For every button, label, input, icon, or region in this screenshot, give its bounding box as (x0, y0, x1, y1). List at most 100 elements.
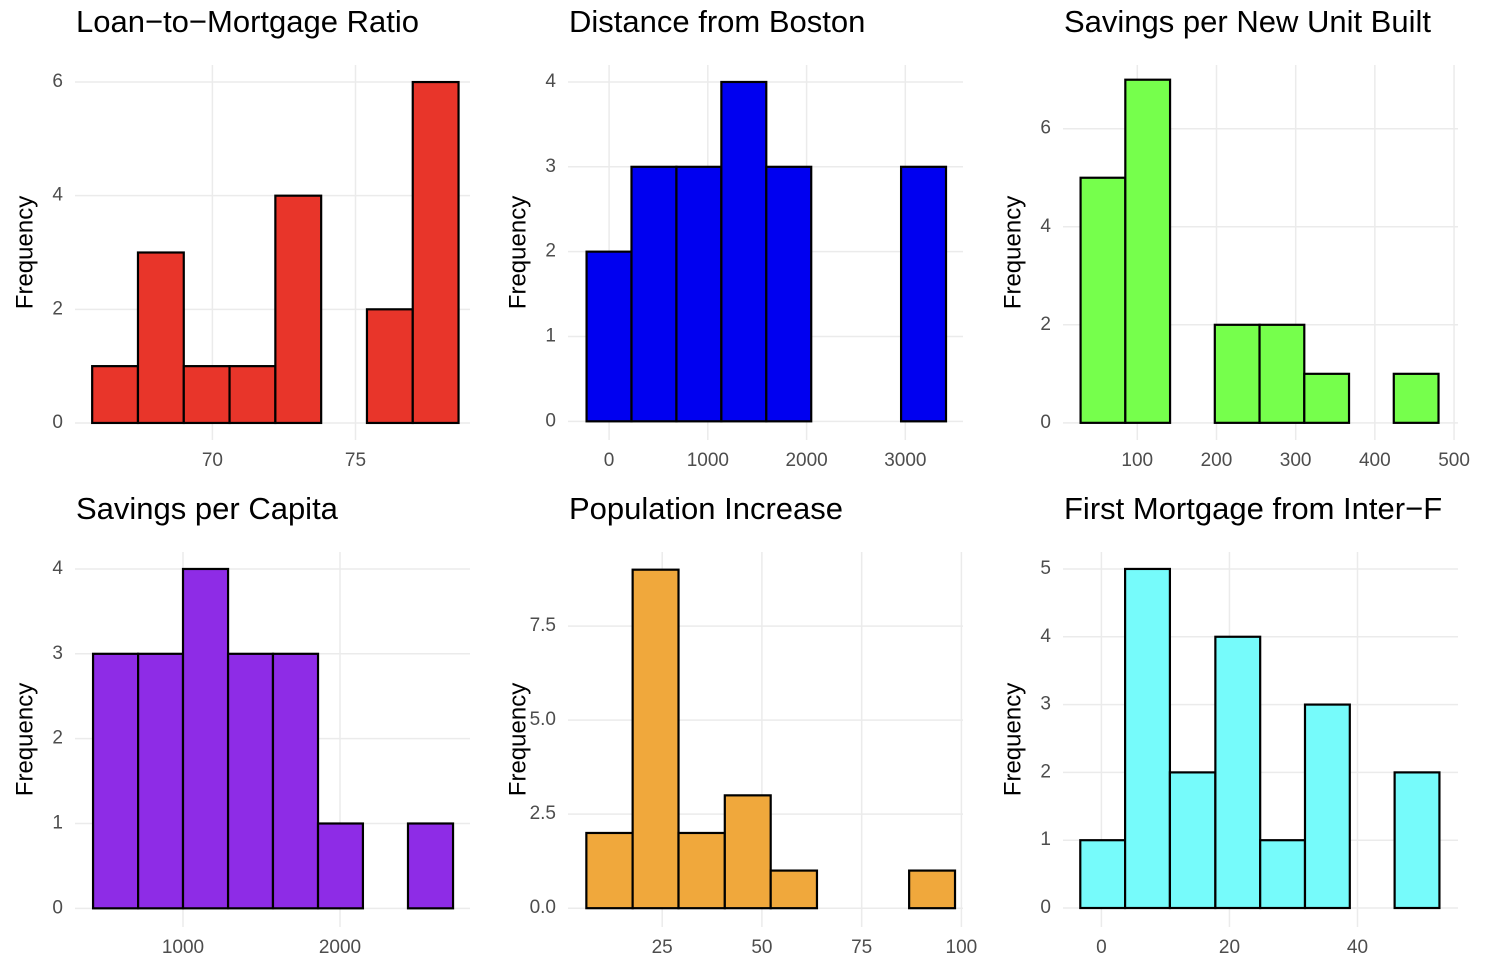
bar (137, 652, 185, 910)
bar (1303, 372, 1351, 424)
bar (1123, 567, 1172, 910)
bar (908, 869, 957, 910)
x-tick-label: 2000 (785, 450, 827, 471)
bar (274, 194, 323, 425)
y-tick-label: 2.5 (530, 803, 556, 824)
y-tick-label: 0.0 (530, 897, 556, 918)
x-tick-label: 2000 (319, 937, 361, 958)
bar (226, 652, 275, 910)
x-tick-label: 100 (1121, 450, 1153, 471)
y-tick-label: 0 (1040, 412, 1051, 433)
x-tick-label: 50 (751, 937, 772, 958)
y-tick-label: 2 (545, 241, 556, 262)
chart-title: Distance from Boston (569, 4, 865, 39)
bar (181, 567, 230, 910)
y-axis-label: Frequency (504, 196, 531, 309)
chart-title: Savings per New Unit Built (1064, 4, 1431, 39)
chart-title: Population Increase (569, 491, 843, 526)
y-tick-label: 0 (52, 412, 63, 433)
bar (365, 308, 414, 425)
bar (1168, 771, 1217, 910)
y-tick-label: 4 (52, 185, 63, 206)
bar (1079, 176, 1127, 424)
y-tick-label: 4 (1040, 216, 1051, 237)
x-tick-label: 500 (1438, 450, 1470, 471)
bar (1258, 323, 1306, 424)
y-tick-label: 3 (52, 643, 63, 664)
y-tick-label: 0 (1040, 897, 1051, 918)
chart-title: Loan−to−Mortgage Ratio (76, 4, 419, 39)
x-tick-label: 75 (345, 450, 366, 471)
bar (899, 165, 948, 423)
x-tick-label: 75 (851, 937, 872, 958)
bar (677, 831, 726, 910)
y-tick-label: 4 (52, 558, 63, 579)
y-tick-label: 0 (545, 410, 556, 431)
bar (91, 365, 140, 425)
bar (1124, 78, 1172, 424)
x-tick-label: 100 (946, 937, 978, 958)
x-tick-label: 70 (202, 450, 223, 471)
y-tick-label: 4 (545, 71, 556, 92)
bar (585, 831, 634, 910)
bar (1392, 372, 1440, 424)
bar (1259, 839, 1307, 910)
y-axis-label: Frequency (11, 683, 38, 796)
x-tick-label: 1000 (687, 450, 729, 471)
y-tick-label: 2 (52, 728, 63, 749)
y-tick-label: 7.5 (530, 615, 556, 636)
bar (765, 165, 813, 423)
x-tick-label: 3000 (884, 450, 926, 471)
bar (1079, 839, 1127, 910)
x-tick-label: 300 (1280, 450, 1312, 471)
bar (182, 365, 231, 425)
y-tick-label: 2 (1040, 314, 1051, 335)
y-tick-label: 6 (52, 71, 63, 92)
x-tick-label: 25 (652, 937, 673, 958)
y-tick-label: 0 (52, 897, 63, 918)
y-tick-label: 5 (1040, 558, 1051, 579)
bar (228, 365, 277, 425)
y-tick-label: 6 (1040, 118, 1051, 139)
x-tick-label: 1000 (162, 937, 204, 958)
y-tick-label: 1 (1040, 829, 1051, 850)
y-tick-label: 4 (1040, 626, 1051, 647)
y-tick-label: 5.0 (530, 709, 556, 730)
y-tick-label: 2 (1040, 761, 1051, 782)
bar (271, 652, 320, 910)
y-axis-label: Frequency (999, 683, 1026, 796)
bar (720, 80, 768, 423)
bar (723, 794, 772, 910)
chart-title: Savings per Capita (76, 491, 339, 526)
bar (630, 165, 678, 423)
bar (1303, 703, 1351, 910)
bar (406, 822, 455, 910)
bar (136, 251, 185, 425)
bar (675, 165, 723, 423)
y-tick-label: 1 (545, 326, 556, 347)
x-tick-label: 20 (1219, 937, 1240, 958)
x-tick-label: 400 (1359, 450, 1391, 471)
y-tick-label: 3 (1040, 694, 1051, 715)
x-tick-label: 0 (1096, 937, 1107, 958)
bar (1393, 771, 1441, 910)
y-axis-label: Frequency (999, 196, 1026, 309)
bar (769, 869, 819, 910)
y-axis-label: Frequency (504, 683, 531, 796)
bar (316, 822, 365, 910)
y-tick-label: 2 (52, 298, 63, 319)
x-tick-label: 200 (1201, 450, 1233, 471)
bar (585, 250, 633, 423)
bar (631, 568, 680, 910)
bar (1214, 635, 1262, 910)
y-tick-label: 3 (545, 156, 556, 177)
y-axis-label: Frequency (11, 196, 38, 309)
x-tick-label: 40 (1347, 937, 1368, 958)
y-tick-label: 1 (52, 813, 63, 834)
bar (411, 80, 460, 425)
chart-title: First Mortgage from Inter−F (1064, 491, 1442, 526)
x-tick-label: 0 (604, 450, 615, 471)
bar (1213, 323, 1261, 424)
bar (91, 652, 140, 910)
